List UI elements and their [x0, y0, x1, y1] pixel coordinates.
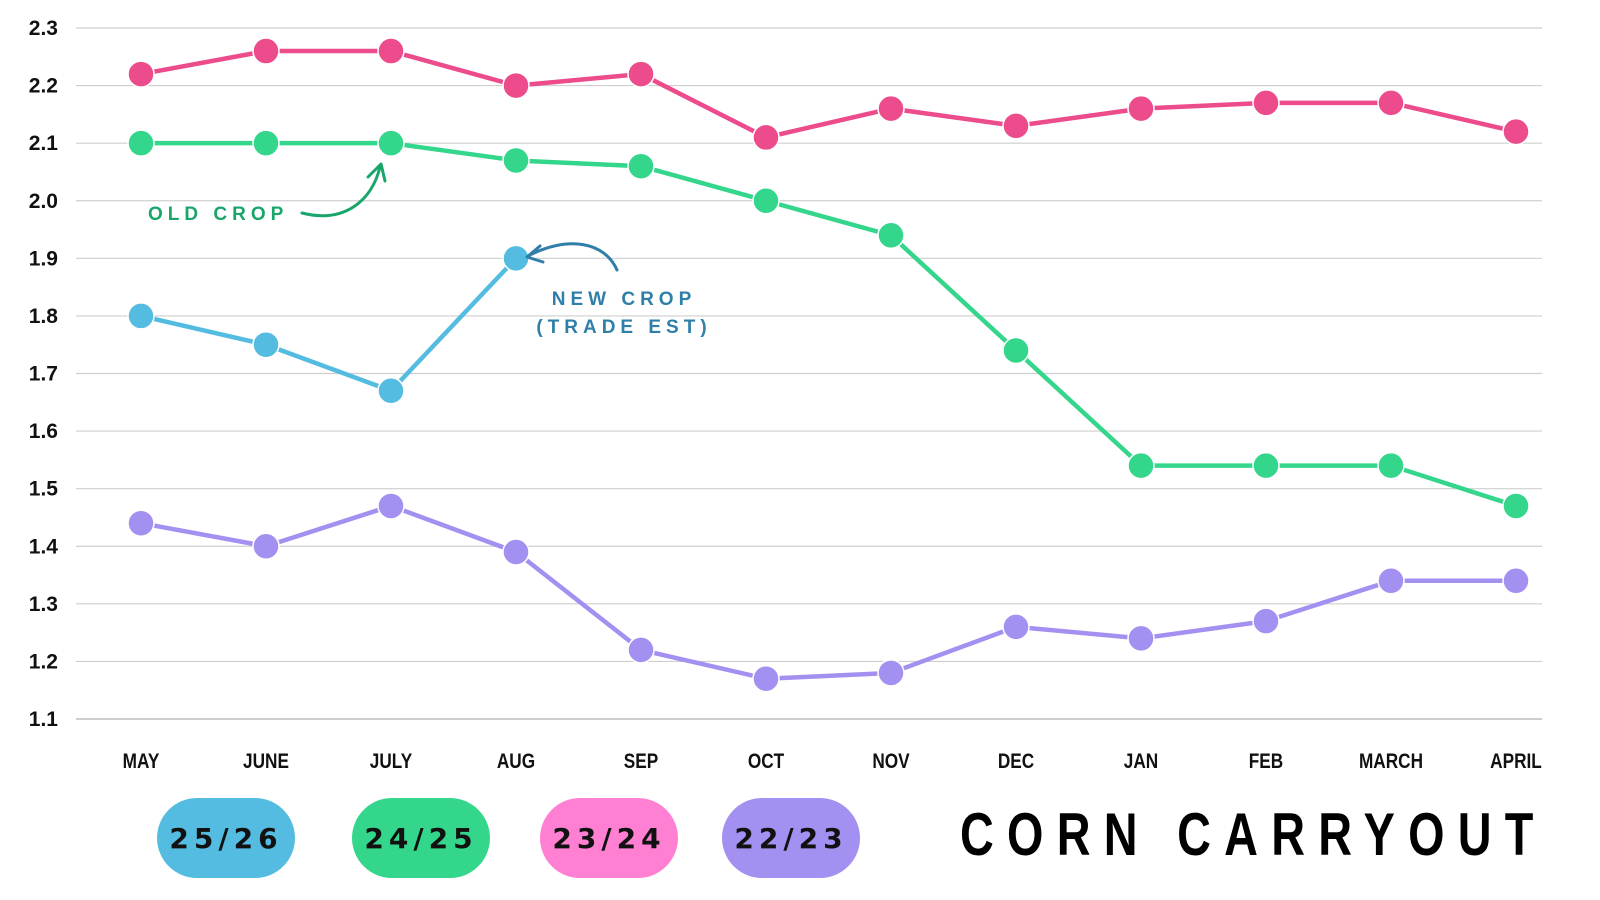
data-point-24-25	[1377, 451, 1405, 480]
data-point-24-25	[877, 221, 905, 250]
data-point-23-24	[502, 71, 530, 100]
series-lines	[127, 37, 1530, 693]
x-tick-label: JULY	[370, 751, 413, 774]
grid-lines	[76, 27, 1542, 720]
legend-item-24-25: 24/25	[352, 798, 490, 878]
data-point-25-26	[502, 244, 530, 273]
data-point-22-23	[877, 659, 905, 687]
annotation-new-crop-sublabel: (TRADE EST)	[536, 317, 711, 338]
data-point-23-24	[1252, 89, 1280, 117]
data-point-23-24	[1002, 112, 1030, 140]
data-point-24-25	[252, 129, 280, 157]
y-tick-label: 2.2	[29, 75, 58, 98]
legend-item-22-23: 22/23	[722, 798, 860, 878]
series-line-24-25	[138, 140, 1519, 509]
y-tick-label: 1.1	[29, 708, 59, 731]
data-point-23-24	[127, 60, 155, 88]
data-point-23-24	[377, 37, 405, 65]
x-tick-label: JAN	[1124, 751, 1158, 774]
series-line-23-24	[138, 48, 1519, 140]
data-point-22-23	[1002, 613, 1030, 641]
data-point-25-26	[252, 330, 280, 359]
data-point-23-24	[1377, 89, 1405, 117]
data-point-25-26	[127, 302, 155, 330]
data-point-24-25	[1252, 451, 1280, 480]
x-tick-label: DEC	[998, 751, 1034, 774]
chart-title: CORN CARRYOUT	[960, 801, 1547, 868]
y-tick-label: 1.9	[29, 247, 58, 270]
annotations: OLD CROP NEW CROP (TRADE EST)	[148, 162, 711, 338]
x-tick-label: MAY	[123, 751, 160, 774]
y-tick-label: 1.3	[29, 593, 58, 616]
data-point-24-25	[127, 129, 155, 157]
series-22-23	[127, 492, 1530, 693]
y-tick-label: 1.2	[29, 650, 58, 673]
x-axis-ticks: MAY JUNE JULY AUG SEP OCT NOV DEC JAN FEB MARCH APR…	[123, 751, 1542, 774]
data-point-23-24	[1127, 94, 1155, 123]
y-tick-label: 1.6	[29, 420, 58, 443]
data-point-24-25	[1502, 492, 1530, 520]
y-tick-label: 1.7	[29, 363, 58, 386]
data-point-24-25	[1127, 451, 1155, 480]
series-24-25	[127, 129, 1530, 520]
x-tick-label: SEP	[624, 751, 659, 774]
x-tick-label: MARCH	[1359, 751, 1423, 774]
data-point-23-24	[877, 94, 905, 123]
y-tick-label: 1.8	[29, 305, 59, 328]
data-point-24-25	[752, 187, 780, 215]
data-point-24-25	[627, 152, 655, 180]
data-point-24-25	[1002, 336, 1030, 365]
series-line-22-23	[138, 503, 1519, 681]
data-point-22-23	[1252, 607, 1280, 635]
y-tick-label: 2.3	[29, 17, 58, 40]
data-point-24-25	[502, 146, 530, 175]
y-tick-label: 1.5	[29, 478, 59, 501]
y-tick-label: 2.1	[29, 132, 59, 155]
data-point-22-23	[377, 492, 405, 520]
series-line-25-26	[138, 256, 519, 394]
arrowhead-icon	[366, 162, 387, 183]
legend-item-23-24: 23/24	[540, 798, 678, 878]
data-point-22-23	[127, 509, 155, 537]
data-point-22-23	[752, 664, 780, 693]
x-tick-label: FEB	[1249, 751, 1283, 774]
series-25-26	[127, 244, 530, 405]
data-point-22-23	[252, 532, 280, 560]
annotation-new-crop-arrow	[526, 242, 619, 272]
data-point-24-25	[377, 129, 405, 157]
annotation-old-crop-arrow	[300, 165, 382, 218]
legend-item-25-26: 25/26	[157, 798, 295, 878]
data-point-23-24	[627, 60, 655, 88]
y-tick-label: 2.0	[29, 190, 58, 213]
data-point-23-24	[752, 123, 780, 152]
annotation-new-crop-label: NEW CROP	[552, 289, 697, 310]
x-tick-label: AUG	[497, 751, 535, 774]
y-tick-label: 1.4	[29, 535, 59, 558]
data-point-25-26	[377, 377, 405, 405]
data-point-22-23	[1502, 567, 1530, 595]
data-point-23-24	[252, 37, 280, 65]
data-point-22-23	[1127, 624, 1155, 653]
arrowhead-icon	[525, 244, 545, 264]
x-tick-label: JUNE	[243, 751, 289, 774]
x-tick-label: APRIL	[1490, 751, 1542, 774]
series-23-24	[127, 37, 1530, 152]
annotation-old-crop-label: OLD CROP	[148, 204, 288, 225]
data-point-23-24	[1502, 117, 1530, 146]
x-tick-label: NOV	[872, 751, 909, 774]
y-axis-ticks: 1.1 1.2 1.3 1.4 1.5 1.6 1.7 1.8 1.9 2.0 2.1 2.2 2.3	[29, 17, 59, 731]
data-point-22-23	[502, 538, 530, 566]
data-point-22-23	[1377, 567, 1405, 595]
x-tick-label: OCT	[748, 751, 785, 774]
data-point-22-23	[627, 636, 655, 664]
